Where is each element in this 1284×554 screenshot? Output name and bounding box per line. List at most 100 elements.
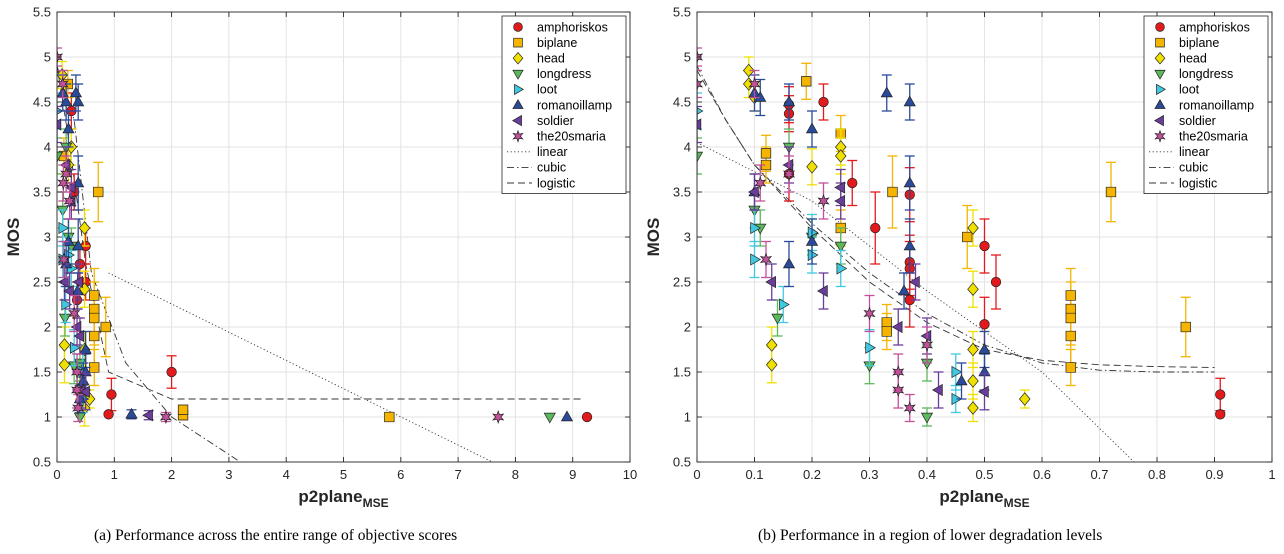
legend-marker (1154, 69, 1166, 80)
data-point (782, 95, 796, 107)
x-axis-label: p2planeMSE (939, 487, 1029, 510)
y-tick-label: 3 (44, 230, 51, 245)
y-tick-label: 4 (684, 140, 691, 155)
data-point (79, 385, 90, 398)
data-point (697, 76, 704, 92)
series-the20smaria (57, 47, 505, 425)
data-point (870, 222, 881, 234)
data-point (89, 362, 100, 373)
legend-marker (512, 129, 524, 143)
data-point (881, 326, 892, 337)
data-point (765, 275, 776, 289)
data-point (750, 221, 761, 235)
caption-b: (b) Performance in a region of lower deg… (758, 527, 1103, 544)
y-tick-label: 3.5 (33, 185, 51, 200)
y-tick-label: 5 (44, 50, 51, 65)
data-point (759, 252, 773, 267)
data-point (1215, 389, 1226, 400)
x-tick-label: 8 (512, 467, 519, 482)
data-point (892, 364, 905, 380)
data-point (771, 313, 784, 325)
x-tick-label: 2 (168, 467, 175, 482)
legend-marker (1155, 37, 1165, 48)
data-point (384, 411, 395, 423)
y-tick-label: 1.5 (33, 365, 51, 380)
data-point (1019, 392, 1031, 406)
y-tick-label: 1 (684, 410, 691, 425)
data-point (89, 303, 100, 315)
data-point (805, 122, 819, 134)
legend-label: loot (1179, 83, 1200, 97)
y-tick-label: 4 (44, 140, 51, 155)
data-point (57, 151, 64, 163)
data-point (766, 358, 778, 372)
data-point (60, 95, 73, 107)
data-point (57, 118, 62, 131)
data-point (57, 175, 70, 191)
legend-marker (1154, 129, 1166, 143)
x-axis-label: p2planeMSE (298, 487, 388, 510)
legend-label: linear (1179, 145, 1210, 159)
data-point (63, 193, 76, 209)
legend-marker (1154, 114, 1164, 127)
data-layer (57, 47, 593, 462)
y-tick-label: 2.5 (33, 275, 51, 290)
legend-label: loot (537, 83, 558, 97)
x-tick-label: 0 (693, 467, 700, 482)
legend-marker (514, 83, 524, 96)
data-point (72, 239, 85, 251)
data-point (750, 253, 761, 266)
x-tick-label: 4 (283, 467, 290, 482)
data-point (760, 148, 772, 159)
data-point (63, 284, 74, 298)
data-point (903, 400, 916, 416)
data-point (58, 338, 71, 352)
data-point (760, 159, 772, 171)
data-point (817, 193, 830, 209)
data-point (697, 151, 704, 163)
data-point (68, 306, 81, 321)
data-point (100, 321, 111, 333)
data-point (782, 257, 796, 269)
data-point (69, 86, 83, 98)
data-point (967, 374, 979, 388)
legend-label: linear (537, 145, 568, 159)
y-tick-label: 4.5 (673, 95, 691, 110)
data-point (64, 181, 76, 194)
data-point (920, 412, 934, 424)
data-point (782, 158, 794, 172)
data-point (766, 338, 778, 352)
legend-label: amphoriskos (537, 20, 608, 34)
data-point (142, 409, 153, 422)
data-point (897, 284, 911, 296)
data-point (1065, 330, 1076, 342)
data-point (1065, 290, 1076, 301)
series-soldier (57, 105, 154, 422)
data-point (847, 177, 858, 189)
x-tick-label: 0.2 (803, 467, 821, 482)
chart-b: 0 0.1 0.2 0.3 0.4 0.5 0.6 0.7 0.8 0.9 1 0.5 1 1.5 2 2.5… (644, 5, 1276, 511)
y-tick-label: 2 (684, 320, 691, 335)
data-point (903, 239, 916, 251)
legend-label: soldier (537, 114, 574, 128)
y-tick-label: 3.5 (673, 185, 691, 200)
data-point (89, 312, 100, 324)
data-point (1065, 303, 1076, 315)
data-point (782, 166, 796, 182)
legend-marker (512, 69, 524, 80)
legend-label: soldier (1179, 114, 1216, 128)
data-point (835, 149, 847, 163)
caption-a: (a) Performance across the entire range … (94, 527, 458, 544)
data-point (697, 107, 704, 115)
data-point (62, 235, 75, 246)
data-point (979, 319, 990, 330)
data-point (754, 91, 767, 102)
data-point (978, 385, 989, 398)
data-point (697, 118, 702, 131)
y-tick-label: 5.5 (33, 5, 51, 20)
y-tick-label: 5.5 (673, 5, 691, 20)
data-point (967, 342, 979, 357)
legend-label: head (1179, 52, 1207, 66)
